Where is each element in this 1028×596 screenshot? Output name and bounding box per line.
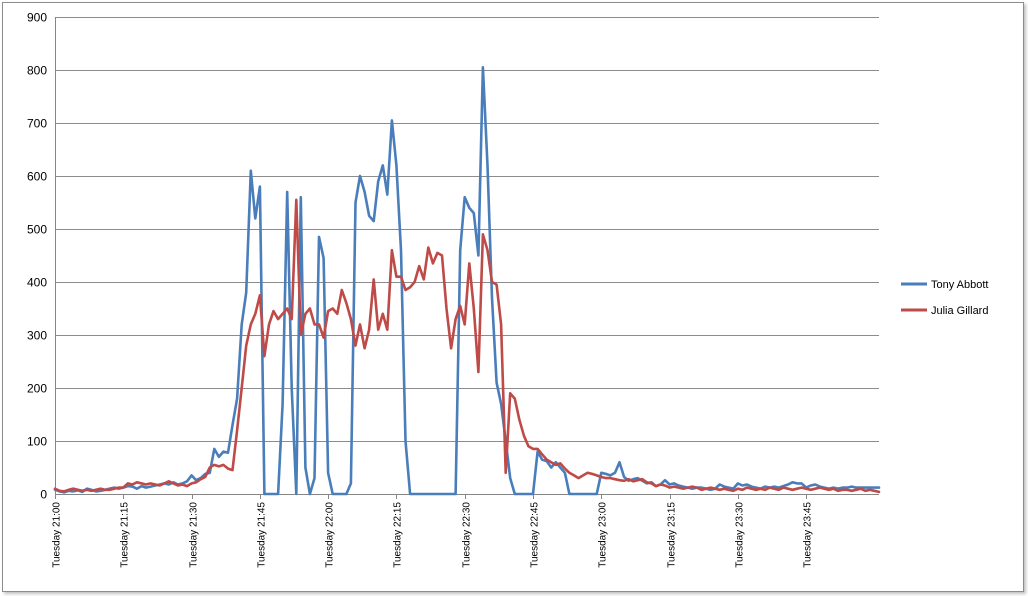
y-tick-label: 0 <box>40 488 47 502</box>
y-tick-label: 900 <box>27 11 47 25</box>
x-tick-label: Tuesday 21:30 <box>189 502 200 568</box>
y-tick-label: 800 <box>27 64 47 78</box>
series-lines <box>53 66 881 496</box>
line-chart: 0 100 200 300 400 500 600 700 800 900 Tuesday 21:… <box>27 11 989 568</box>
y-axis-ticks: 0 100 200 300 400 500 600 700 800 900 <box>27 11 47 502</box>
x-tick-label: Tuesday 21:15 <box>120 502 131 568</box>
legend-label: Tony Abbott <box>931 279 989 291</box>
x-tick-label: Tuesday 21:00 <box>52 502 63 568</box>
y-tick-label: 400 <box>27 276 47 290</box>
y-tick-label: 500 <box>27 223 47 237</box>
legend: Tony Abbott Julia Gillard <box>901 279 989 317</box>
x-tick-label: Tuesday 22:15 <box>393 502 404 568</box>
series-line-tony-abbott <box>53 66 881 496</box>
x-tick-label: Tuesday 22:45 <box>530 502 541 568</box>
series-line-julia-gillard <box>53 198 881 494</box>
legend-label: Julia Gillard <box>931 305 988 317</box>
x-tick-label: Tuesday 23:30 <box>735 502 746 568</box>
x-tick-label: Tuesday 23:15 <box>667 502 678 568</box>
y-tick-label: 300 <box>27 329 47 343</box>
x-tick-label: Tuesday 22:30 <box>462 502 473 568</box>
x-tick-label: Tuesday 21:45 <box>257 502 268 568</box>
y-tick-label: 100 <box>27 435 47 449</box>
x-tick-label: Tuesday 23:45 <box>803 502 814 568</box>
y-tick-label: 600 <box>27 170 47 184</box>
x-tick-label: Tuesday 23:00 <box>598 502 609 568</box>
gridlines <box>55 17 879 499</box>
y-tick-label: 700 <box>27 117 47 131</box>
y-tick-label: 200 <box>27 382 47 396</box>
x-axis-ticks: Tuesday 21:00 Tuesday 21:15 Tuesday 21:30 T… <box>52 494 814 568</box>
x-tick-label: Tuesday 22:00 <box>325 502 336 568</box>
